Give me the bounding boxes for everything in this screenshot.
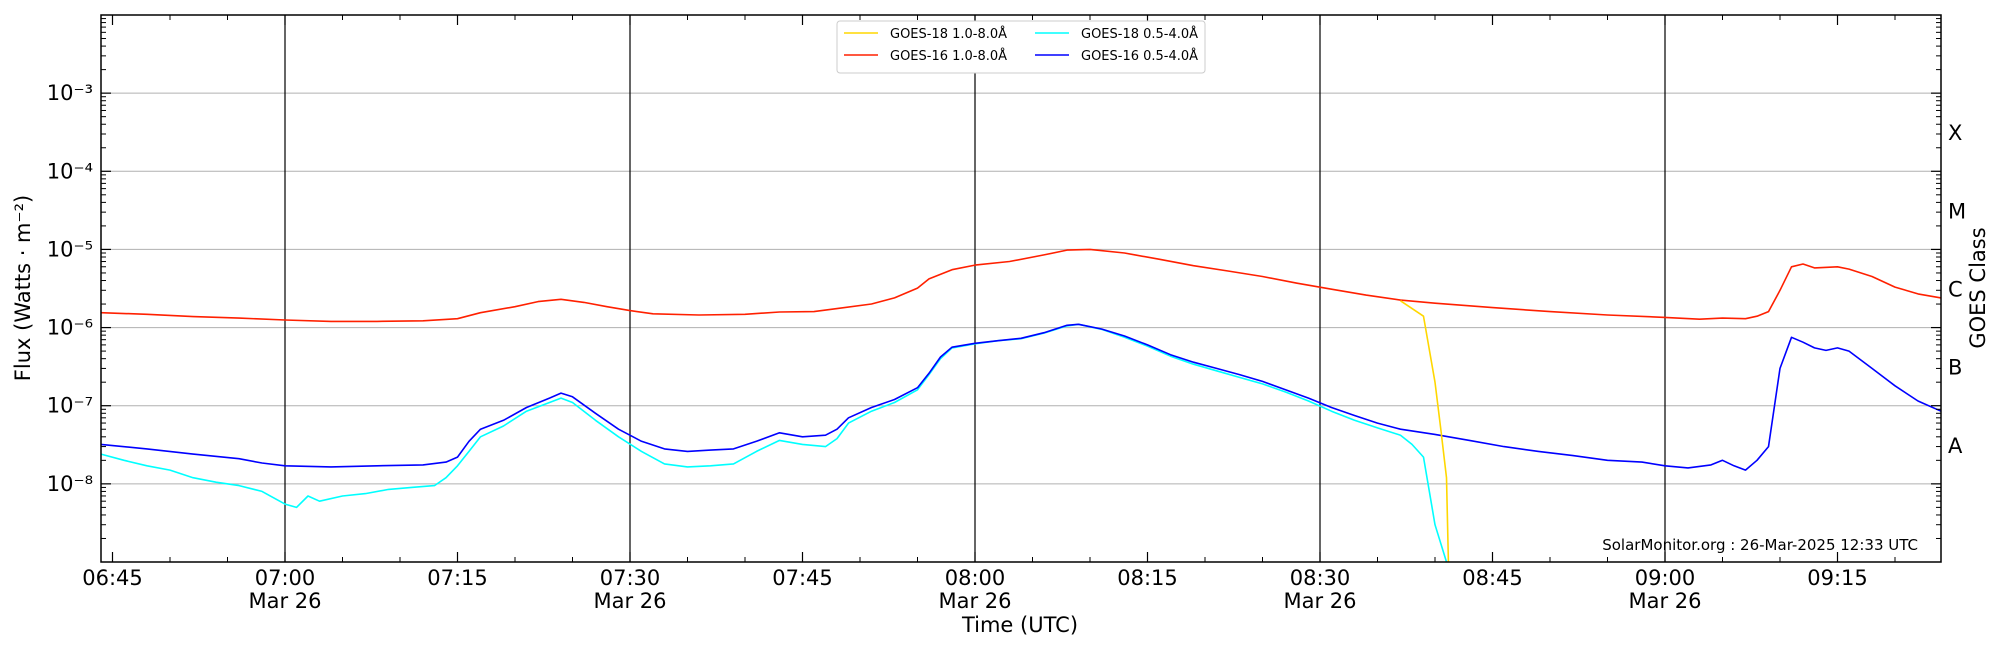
- plot-frame: [100, 14, 1942, 563]
- y-tick-label: 10⁻³: [47, 81, 93, 105]
- x-tick-label: 07:15: [427, 566, 488, 590]
- legend-label: GOES-18 1.0-8.0Å: [890, 26, 1007, 42]
- x-tick-label: 09:00: [1635, 566, 1696, 590]
- x-tick-label: 07:30: [600, 566, 661, 590]
- x-tick-date-label: Mar 26: [1628, 589, 1701, 613]
- y-tick-label: 10⁻⁶: [47, 316, 93, 340]
- goes-class-label: M: [1948, 199, 1966, 223]
- goes-class-label: B: [1948, 356, 1962, 380]
- x-tick-label: 09:15: [1807, 566, 1868, 590]
- legend-label: GOES-18 0.5-4.0Å: [1081, 26, 1198, 42]
- y-tick-label: 10⁻⁷: [47, 394, 93, 418]
- x-tick-label: 07:00: [255, 566, 316, 590]
- x-tick-label: 08:45: [1462, 566, 1523, 590]
- series-line-goes-16-1-0-8-0: [100, 248, 1942, 323]
- goes-class-label: C: [1948, 278, 1963, 302]
- grid: [101, 92, 1941, 485]
- x-tick-label: 08:30: [1290, 566, 1351, 590]
- x-tick-date-label: Mar 26: [938, 589, 1011, 613]
- legend: GOES-18 1.0-8.0Å GOES-16 1.0-8.0Å GOES-18 …: [836, 20, 1206, 74]
- series-lines: [100, 248, 1942, 563]
- legend-label: GOES-16 0.5-4.0Å: [1081, 48, 1198, 64]
- y-tick-label: 10⁻⁸: [47, 472, 93, 496]
- x-tick-label: 08:00: [945, 566, 1006, 590]
- goes-class-labels: X M C B A: [1948, 121, 1966, 458]
- x-tick-date-label: Mar 26: [593, 589, 666, 613]
- x-tick-date-label: Mar 26: [248, 589, 321, 613]
- legend-box: [836, 20, 1206, 74]
- series-line-goes-18-1-0-8-0: [1400, 300, 1450, 563]
- y-tick-label: 10⁻⁴: [47, 159, 93, 183]
- credit-text: SolarMonitor.org : 26-Mar-2025 12:33 UTC: [1602, 536, 1918, 554]
- goes-class-label: A: [1948, 434, 1963, 458]
- y-axis-right-title: GOES Class: [1966, 227, 1990, 348]
- y-tick-label: 10⁻⁵: [47, 237, 93, 261]
- goes-class-label: X: [1948, 121, 1962, 145]
- x-tick-date-label: Mar 26: [1283, 589, 1356, 613]
- x-axis-title: Time (UTC): [961, 613, 1078, 637]
- x-tick-label: 08:15: [1117, 566, 1178, 590]
- x-tick-label: 07:45: [772, 566, 833, 590]
- series-line-goes-16-0-5-4-0: [100, 323, 1942, 471]
- y-axis-title: Flux (Watts · m⁻²): [11, 195, 35, 381]
- legend-label: GOES-16 1.0-8.0Å: [890, 48, 1007, 64]
- series-line-goes-18-0-5-4-0: [100, 323, 1448, 563]
- x-tick-label: 06:45: [82, 566, 143, 590]
- day-markers: [284, 15, 1666, 562]
